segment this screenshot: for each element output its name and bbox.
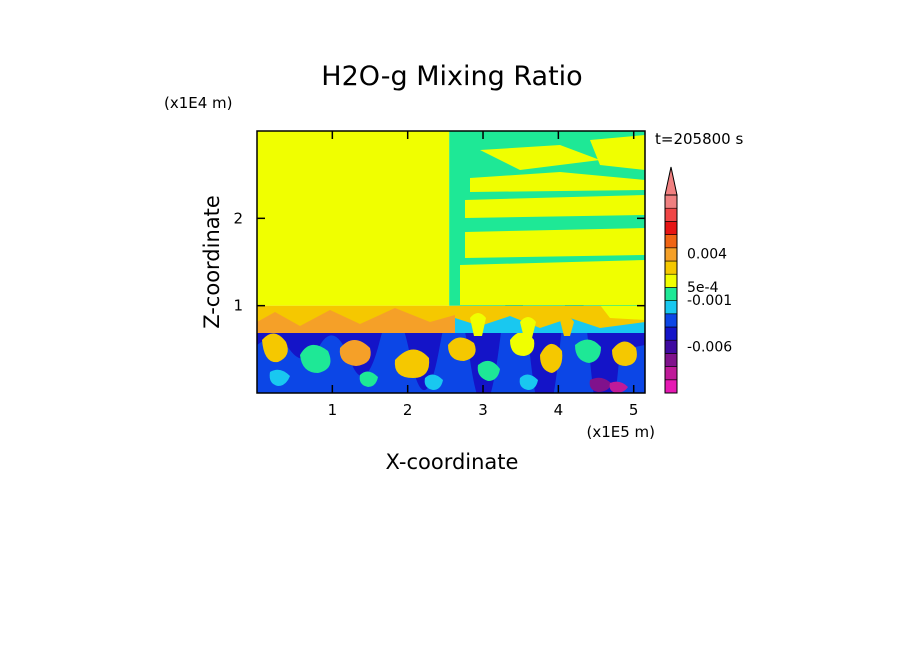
middle-band-texture	[257, 300, 645, 338]
colorbar-cell	[664, 234, 678, 249]
plot-frame	[256, 130, 646, 394]
chart-title: H2O-g Mixing Ratio	[321, 61, 582, 92]
x-tick-label: 4	[554, 401, 564, 419]
contour-field	[257, 131, 645, 393]
colorbar-cell	[664, 207, 678, 222]
colorbar-cell	[664, 194, 678, 209]
colorbar-frame	[664, 194, 678, 394]
colorbar-cell	[664, 260, 678, 275]
y-unit-label: (x1E4 m)	[164, 94, 233, 112]
x-axis-ticks: 1 2 3 4 5	[328, 131, 639, 419]
colorbar-cell	[664, 313, 678, 328]
x-unit-label: (x1E5 m)	[586, 423, 655, 441]
colorbar-cell	[664, 353, 678, 367]
colorbar-cell	[664, 300, 678, 315]
x-tick-label: 3	[478, 401, 488, 419]
region-upper-left	[257, 131, 450, 306]
colorbar-extend-arrow	[664, 166, 678, 196]
y-axis-label: Z-coordinate	[200, 195, 224, 329]
colorbar-cell	[664, 221, 678, 235]
colorbar-label: -0.001	[687, 293, 732, 309]
colorbar-label: -0.006	[687, 339, 732, 355]
lower-layer-texture	[257, 276, 645, 393]
colorbar-label: 0.004	[687, 246, 727, 262]
colorbar-cell	[664, 339, 678, 354]
colorbar-cell	[664, 326, 678, 341]
y-axis-ticks: 12	[233, 209, 645, 315]
colorbar-cell	[664, 379, 678, 394]
colorbar-cell	[664, 273, 678, 288]
y-tick-label: 1	[233, 297, 243, 315]
upper-right-texture	[460, 135, 645, 305]
colorbar-cell	[664, 247, 678, 262]
x-tick-label: 1	[328, 401, 338, 419]
colorbar-label: 5e-4	[687, 280, 719, 296]
colorbar: 0.004 5e-4-0.001 -0.006	[664, 166, 732, 394]
x-tick-label: 2	[403, 401, 413, 419]
colorbar-cell	[664, 366, 678, 381]
x-axis-label: X-coordinate	[386, 450, 519, 474]
colorbar-cell	[664, 287, 678, 301]
y-tick-label: 2	[233, 209, 243, 227]
time-label: t=205800 s	[655, 130, 743, 148]
x-tick-label: 5	[629, 401, 639, 419]
